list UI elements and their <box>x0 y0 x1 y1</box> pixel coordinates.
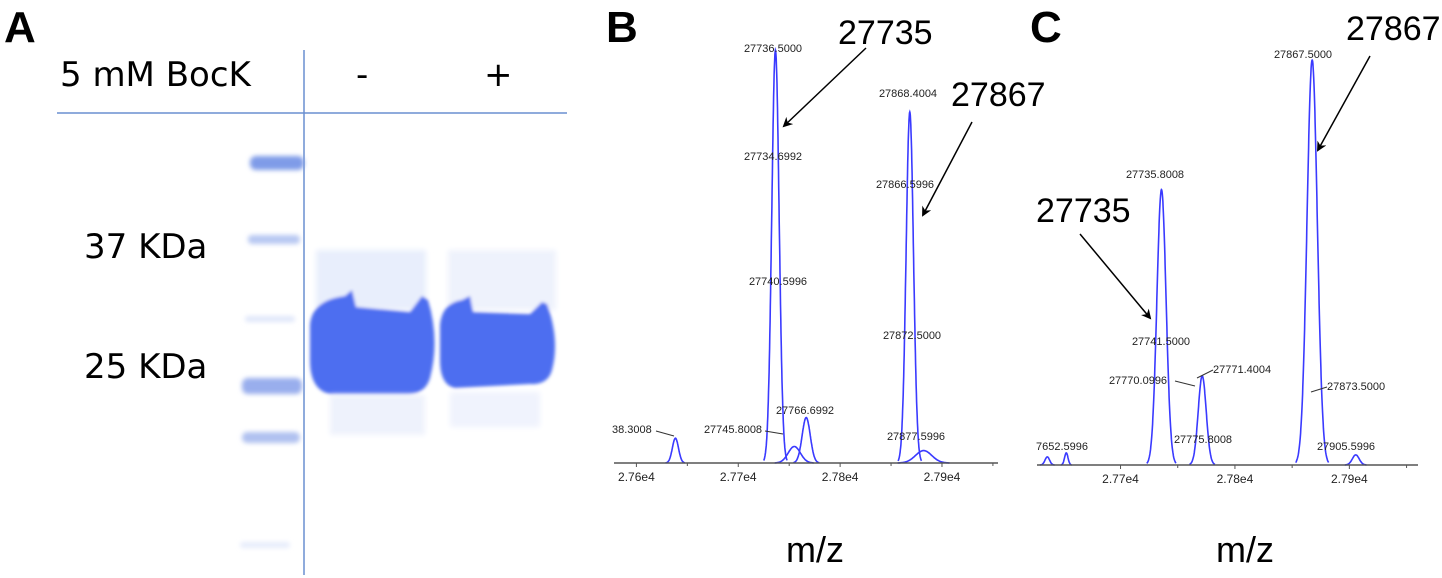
peak-label: 27775.8008 <box>1174 434 1232 446</box>
spectrum-peak-2 <box>774 445 814 464</box>
peak-label: 27734.6992 <box>744 151 802 163</box>
protein-bands <box>310 250 556 435</box>
band-lane-minus <box>310 290 435 395</box>
lane-label-plus: + <box>484 55 513 95</box>
ladder-band <box>242 378 302 394</box>
x-tick-label: 2.77e4 <box>720 470 757 484</box>
leader-line <box>655 430 675 437</box>
spectrum-peak-4 <box>1295 59 1330 464</box>
arrow <box>1079 233 1152 320</box>
ladder-band <box>250 156 304 170</box>
peak-label: 27866.5996 <box>876 179 934 191</box>
spectrum-peak-1 <box>1060 452 1072 466</box>
peak-label: 27741.5000 <box>1132 336 1190 348</box>
leader-line <box>1310 386 1328 393</box>
band-lane-plus <box>440 296 556 388</box>
x-axis-label-c: m/z <box>1216 529 1274 570</box>
x-axis-label-b: m/z <box>786 529 844 570</box>
panel-letter-c: C <box>1030 3 1062 52</box>
peak-label: 27877.5996 <box>887 431 945 443</box>
spectrum-b-peaks <box>665 46 950 464</box>
spectrum-peak-5 <box>1344 454 1367 466</box>
arrow <box>1317 55 1371 152</box>
spectrum-peak-5 <box>897 449 950 464</box>
spectrum-peak-2 <box>1146 188 1177 464</box>
peak-label: 27771.4004 <box>1213 364 1271 376</box>
x-ticks-c: 2.77e4 2.78e4 2.79e4 <box>1102 465 1408 486</box>
x-tick-label: 2.78e4 <box>822 470 859 484</box>
panel-a-gel: A 5 mM BocK - + 37 KDa 25 KDa <box>4 3 567 575</box>
spectrum-peak-0 <box>665 437 686 464</box>
leader-line <box>1196 369 1214 379</box>
peak-label: 27872.5000 <box>883 330 941 342</box>
annotation-27867: 27867 <box>951 76 1046 114</box>
spectrum-peak-3 <box>1188 374 1216 466</box>
spectrum-c-peaks <box>1039 59 1367 466</box>
peak-label: 27868.4004 <box>879 88 937 100</box>
x-tick-label: 2.76e4 <box>618 470 655 484</box>
annotation-27735: 27735 <box>1036 192 1131 230</box>
arrow <box>922 121 973 217</box>
x-tick-label: 2.78e4 <box>1217 472 1254 486</box>
ladder-band <box>245 316 295 322</box>
annotation-27867: 27867 <box>1346 10 1441 48</box>
spectrum-peak-1 <box>762 46 788 461</box>
marker-label-25: 25 KDa <box>84 347 207 387</box>
annotation-27735: 27735 <box>838 14 933 52</box>
peak-label: 27867.5000 <box>1274 49 1332 61</box>
condition-label: 5 mM BocK <box>60 55 253 95</box>
x-tick-label: 2.79e4 <box>1331 472 1368 486</box>
peak-label: 27873.5000 <box>1327 381 1385 393</box>
ladder-bands <box>240 156 304 548</box>
panel-letter-b: B <box>606 3 638 52</box>
peak-label: 27770.0996 <box>1109 375 1167 387</box>
marker-label-37: 37 KDa <box>84 227 207 267</box>
x-tick-label: 2.77e4 <box>1102 472 1139 486</box>
peak-label: 27766.6992 <box>776 405 834 417</box>
peak-label: 27745.8008 <box>704 424 762 436</box>
peak-label: 38.3008 <box>612 424 652 436</box>
peak-label: 27905.5996 <box>1317 441 1375 453</box>
panel-letter-a: A <box>4 3 36 52</box>
panel-b-spectrum: B 2.76e4 2.77e4 2.78e4 2.79e4 m/z 27736.500… <box>606 3 1046 570</box>
panel-c-spectrum: C 2.77e4 2.78e4 2.79e4 m/z 27867.5000 2773… <box>1030 3 1441 570</box>
spectrum-peak-4 <box>897 109 923 462</box>
ladder-band <box>240 542 290 548</box>
arrow <box>782 47 867 128</box>
peak-label: 27740.5996 <box>749 276 807 288</box>
ladder-band <box>242 432 300 443</box>
x-ticks-b: 2.76e4 2.77e4 2.78e4 2.79e4 <box>618 463 994 484</box>
spectrum-peak-3 <box>793 416 820 464</box>
ladder-band <box>248 235 300 244</box>
x-tick-label: 2.79e4 <box>924 470 961 484</box>
leader-line <box>1174 380 1196 387</box>
peak-label: 27735.8008 <box>1126 169 1184 181</box>
spectrum-peak-0 <box>1039 456 1055 466</box>
peak-label: 27736.5000 <box>744 43 802 55</box>
peak-label: 7652.5996 <box>1036 441 1088 453</box>
lane-label-minus: - <box>356 55 368 95</box>
leader-line <box>764 430 784 435</box>
